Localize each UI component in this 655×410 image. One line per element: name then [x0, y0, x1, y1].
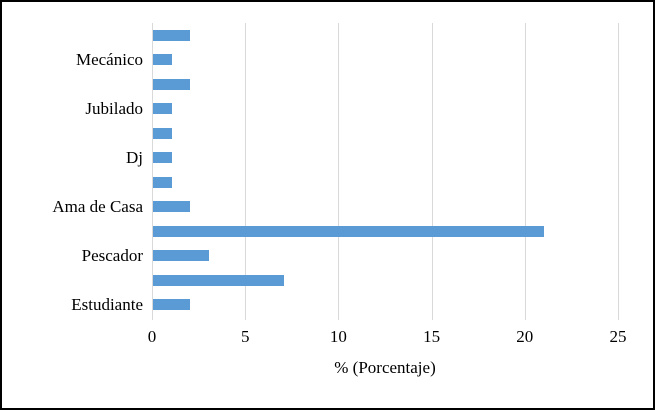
gridline	[338, 23, 340, 320]
gridline	[431, 23, 433, 320]
gridline	[245, 23, 247, 320]
category-label: Pescador	[81, 245, 143, 265]
category-label: Dj	[126, 147, 143, 167]
x-tick-label: 25	[609, 327, 627, 346]
category-axis-line	[152, 23, 153, 320]
bar	[153, 299, 191, 311]
gridline	[618, 23, 619, 320]
bar	[153, 176, 172, 188]
x-axis-title: % (Porcentaje)	[334, 358, 436, 377]
x-tick-label: 5	[240, 327, 250, 346]
x-tick-label: 0	[147, 327, 157, 346]
bar	[153, 274, 284, 286]
bar	[153, 152, 172, 164]
bar	[153, 54, 172, 66]
x-tick-label: 20	[516, 327, 534, 346]
bar	[153, 103, 172, 115]
category-label: Mecánico	[75, 49, 143, 69]
bar	[153, 29, 191, 41]
bar	[153, 250, 209, 262]
bar	[153, 201, 191, 213]
bar	[153, 78, 191, 90]
x-tick-label: 10	[329, 327, 347, 346]
category-label: Ama de Casa	[52, 196, 143, 216]
gridline	[524, 23, 526, 320]
bar	[153, 225, 545, 237]
bar	[153, 127, 172, 139]
x-tick-label: 15	[423, 327, 441, 346]
category-label: Estudiante	[71, 294, 143, 314]
category-label: Jubilado	[85, 98, 143, 118]
